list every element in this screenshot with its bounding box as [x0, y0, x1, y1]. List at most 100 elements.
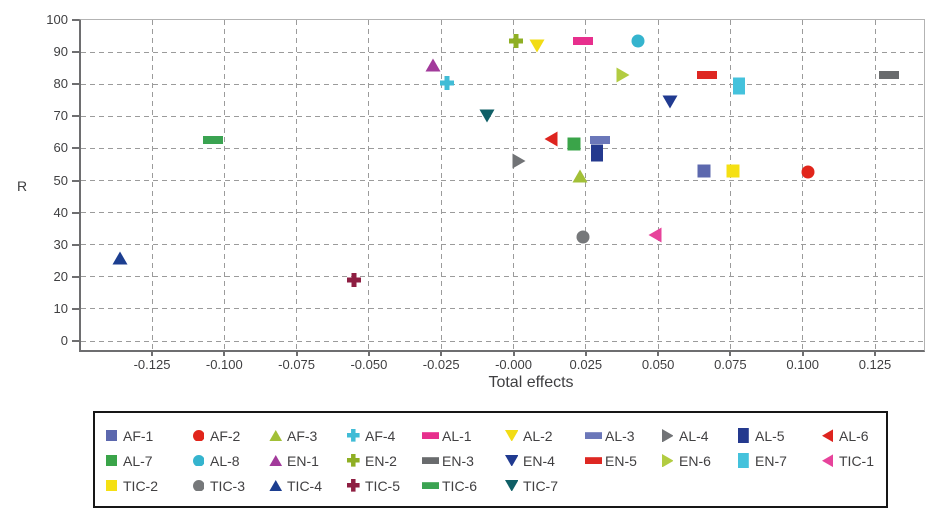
- x-tick-label--0.000: -0.000: [495, 357, 532, 372]
- TIC-6-marker-icon: [202, 136, 223, 145]
- data-point-EN-6: [616, 67, 630, 83]
- data-point-AL-1: [572, 36, 593, 45]
- x-axis-tick: [440, 350, 443, 356]
- legend-label-AF-3: AF-3: [287, 427, 318, 444]
- legend-marker-EN-6: [659, 453, 676, 468]
- TIC-3-legend-icon: [192, 479, 205, 492]
- legend-label-EN-6: EN-6: [679, 452, 711, 469]
- legend-item-AF-1: AF-1: [103, 423, 190, 448]
- AF-4-legend-icon: [347, 429, 360, 442]
- EN-1-legend-icon: [268, 454, 283, 467]
- x-tick-label--0.100: -0.100: [205, 357, 243, 372]
- AL-1-marker-icon: [572, 36, 593, 45]
- legend-item-EN-6: EN-6: [659, 448, 735, 473]
- data-point-AL-5: [591, 144, 604, 162]
- gridline-y-50: [81, 180, 924, 181]
- legend-marker-AF-4: [345, 429, 362, 442]
- TIC-4-marker-icon: [112, 251, 128, 265]
- TIC-7-marker-icon: [479, 109, 495, 123]
- data-point-TIC-1: [648, 227, 662, 243]
- legend-marker-EN-1: [267, 454, 284, 467]
- legend-item-AL-8: AL-8: [190, 448, 267, 473]
- legend-label-TIC-4: TIC-4: [287, 477, 322, 494]
- data-point-AL-3: [590, 136, 611, 145]
- legend-item-AL-4: AL-4: [659, 423, 735, 448]
- y-axis-tick: [72, 19, 79, 21]
- AL-3-marker-icon: [590, 136, 611, 145]
- x-tick-label--0.025: -0.025: [422, 357, 460, 372]
- EN-7-legend-icon: [738, 452, 749, 469]
- EN-3-marker-icon: [879, 70, 900, 79]
- legend-item-TIC-2: TIC-2: [103, 473, 190, 498]
- EN-1-marker-icon: [425, 58, 441, 72]
- y-axis-tick: [72, 83, 79, 86]
- gridline-x-0.025: [585, 20, 587, 350]
- y-axis-tick: [72, 307, 79, 310]
- AF-4-marker-icon: [439, 75, 454, 90]
- legend-item-AF-4: AF-4: [345, 423, 422, 448]
- gridline-x--0.125: [151, 20, 153, 350]
- TIC-5-marker-icon: [347, 273, 362, 287]
- legend-marker-TIC-5: [345, 479, 362, 492]
- legend-label-TIC-3: TIC-3: [210, 477, 245, 494]
- legend-label-AF-4: AF-4: [365, 427, 396, 444]
- x-axis-tick: [657, 350, 660, 356]
- legend-marker-AF-3: [267, 429, 284, 442]
- x-tick-label-0.125: 0.125: [858, 357, 892, 372]
- EN-5-marker-icon: [697, 70, 718, 79]
- y-tick-label-50: 50: [53, 172, 68, 188]
- legend-item-TIC-5: TIC-5: [345, 473, 422, 498]
- AL-4-legend-icon: [661, 428, 674, 443]
- TIC-7-legend-icon: [504, 479, 519, 492]
- plot-inner: [81, 20, 924, 350]
- y-tick-label-40: 40: [53, 204, 68, 220]
- AL-7-marker-icon: [567, 137, 581, 151]
- y-axis-tick: [72, 340, 79, 342]
- y-tick-label-90: 90: [53, 44, 68, 60]
- legend-label-TIC-5: TIC-5: [365, 477, 400, 494]
- legend-marker-AL-8: [190, 454, 207, 467]
- AL-5-marker-icon: [591, 144, 604, 162]
- legend-item-AL-3: AL-3: [585, 423, 659, 448]
- data-point-TIC-5: [347, 273, 362, 287]
- data-point-TIC-2: [726, 164, 740, 178]
- legend-item-TIC-7: TIC-7: [503, 473, 585, 498]
- EN-4-legend-icon: [504, 454, 519, 467]
- AL-6-legend-icon: [821, 428, 834, 443]
- x-axis-tick: [801, 350, 804, 356]
- AL-8-legend-icon: [192, 454, 205, 467]
- legend-marker-EN-2: [345, 454, 362, 467]
- legend-item-AL-7: AL-7: [103, 448, 190, 473]
- x-axis-tick: [874, 350, 876, 356]
- legend-label-EN-2: EN-2: [365, 452, 397, 469]
- legend-marker-AL-4: [659, 428, 676, 443]
- legend-item-EN-4: EN-4: [503, 448, 585, 473]
- EN-2-marker-icon: [509, 33, 524, 48]
- y-axis-tick: [72, 179, 79, 182]
- data-point-TIC-7: [479, 109, 495, 123]
- legend-marker-EN-4: [503, 454, 520, 467]
- AL-2-marker-icon: [529, 39, 545, 53]
- x-tick-label--0.075: -0.075: [278, 357, 316, 372]
- gridline-x--0.000: [513, 20, 514, 350]
- x-tick-label-0.025: 0.025: [569, 357, 603, 372]
- EN-3-legend-icon: [422, 457, 439, 464]
- legend-marker-AF-1: [103, 429, 120, 442]
- y-tick-label-10: 10: [53, 300, 68, 316]
- legend-item-EN-5: EN-5: [585, 448, 659, 473]
- legend-item-TIC-4: TIC-4: [267, 473, 345, 498]
- legend-marker-AL-2: [503, 429, 520, 442]
- legend-label-AF-1: AF-1: [123, 427, 154, 444]
- data-point-AF-3: [572, 169, 588, 183]
- data-point-AL-6: [544, 131, 558, 147]
- data-point-EN-1: [425, 58, 441, 72]
- EN-5-legend-icon: [585, 457, 602, 464]
- legend-marker-TIC-7: [503, 479, 520, 492]
- x-tick-label--0.050: -0.050: [350, 357, 388, 372]
- legend-marker-AL-6: [819, 428, 836, 443]
- y-tick-label-70: 70: [53, 108, 68, 124]
- TIC-1-marker-icon: [648, 227, 662, 243]
- data-point-AL-4: [512, 153, 526, 169]
- legend-label-TIC-7: TIC-7: [523, 477, 558, 494]
- x-axis-tick: [584, 350, 587, 356]
